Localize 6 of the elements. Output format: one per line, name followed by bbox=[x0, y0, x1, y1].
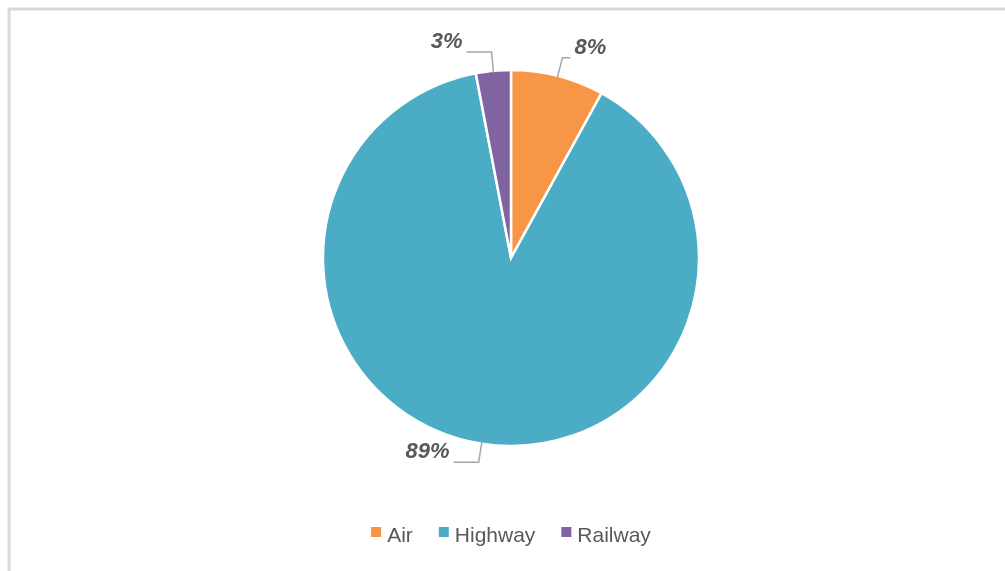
legend-label: Highway bbox=[454, 522, 536, 546]
data-label: 89% bbox=[405, 438, 450, 464]
data-label: 8% bbox=[574, 33, 607, 59]
data-label: 3% bbox=[430, 28, 463, 54]
legend-label: Railway bbox=[577, 522, 652, 546]
legend-label: Air bbox=[387, 522, 413, 546]
